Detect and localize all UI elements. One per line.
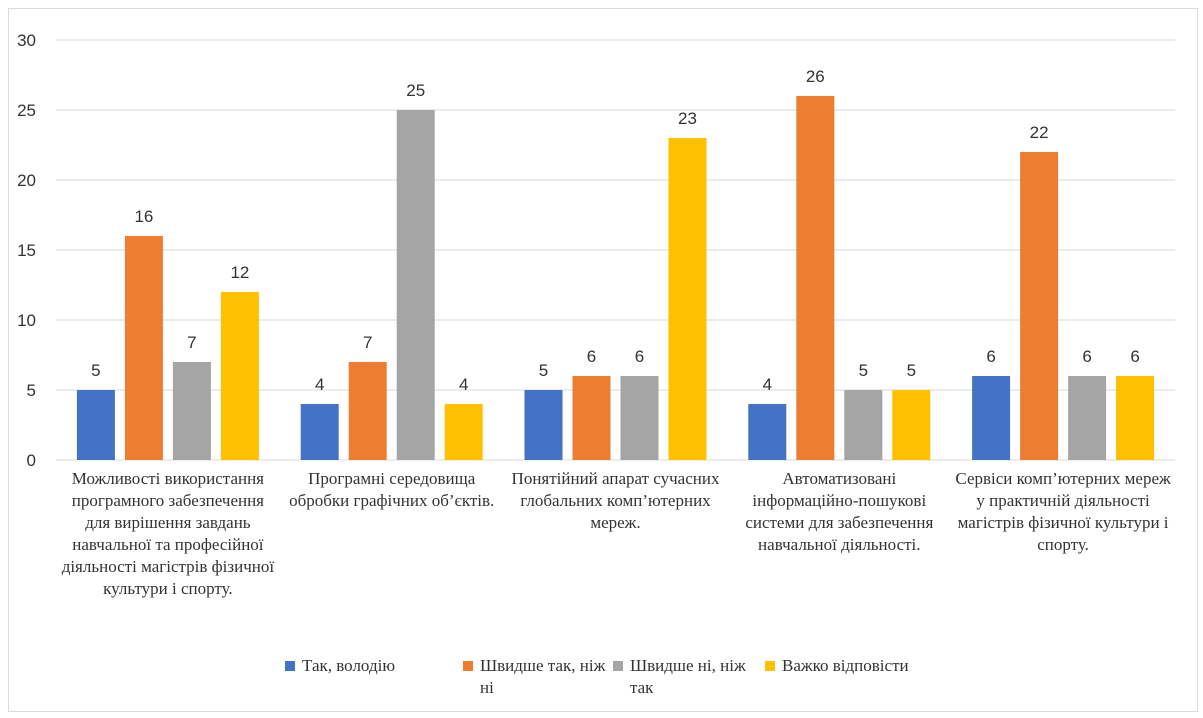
bar-1-4 [220, 292, 259, 460]
data-label: 5 [91, 361, 100, 380]
bar-1-3 [172, 362, 211, 460]
bar-5-4 [1116, 376, 1155, 460]
data-label: 6 [635, 347, 644, 366]
bar-2-3 [396, 110, 435, 460]
bar-2-2 [348, 362, 387, 460]
y-tick-label: 30 [17, 31, 36, 50]
legend-label: Швидше ні, ніж так [630, 656, 746, 697]
data-label: 7 [363, 333, 372, 352]
category-label-3: Понятійний апарат сучасних глобальних ко… [511, 469, 720, 532]
bar-3-4 [668, 138, 707, 460]
bar-5-3 [1068, 376, 1107, 460]
legend-item-2: Швидше так, ніж ні [463, 655, 615, 699]
y-tick-label: 10 [17, 311, 36, 330]
data-label: 5 [539, 361, 548, 380]
data-label: 4 [315, 375, 324, 394]
bar-2-1 [300, 404, 339, 460]
bar-3-1 [524, 390, 563, 460]
data-label: 26 [806, 67, 825, 86]
data-label: 5 [907, 361, 916, 380]
bar-4-2 [796, 96, 835, 460]
category-label-1: Можливості використання програмного забе… [61, 469, 275, 598]
data-label: 12 [230, 263, 249, 282]
data-label: 6 [1130, 347, 1139, 366]
data-label: 16 [134, 207, 153, 226]
bar-3-2 [572, 376, 611, 460]
legend-label: Важко відповісти [782, 656, 909, 675]
legend-swatch [765, 661, 775, 671]
bar-2-4 [444, 404, 483, 460]
y-tick-label: 5 [27, 381, 36, 400]
category-label-5: Сервіси комп’ютерних мереж у практичній … [955, 469, 1171, 554]
bar-4-3 [844, 390, 883, 460]
bar-4-4 [892, 390, 931, 460]
data-label: 25 [406, 81, 425, 100]
bar-1-1 [76, 390, 115, 460]
legend-swatch [463, 661, 473, 671]
data-label: 6 [587, 347, 596, 366]
data-label: 7 [187, 333, 196, 352]
legend-label: Швидше так, ніж ні [480, 656, 606, 697]
legend-label: Так, володію [302, 656, 396, 675]
y-tick-label: 25 [17, 101, 36, 120]
y-tick-label: 0 [27, 451, 36, 470]
bar-4-1 [748, 404, 787, 460]
data-label: 4 [763, 375, 772, 394]
y-tick-label: 15 [17, 241, 36, 260]
data-label: 6 [986, 347, 995, 366]
data-label: 6 [1082, 347, 1091, 366]
bar-1-2 [124, 236, 163, 460]
legend-swatch [285, 661, 295, 671]
legend-swatch [613, 661, 623, 671]
legend-item-3: Швидше ні, ніж так [613, 655, 765, 699]
legend-item-1: Так, володію [285, 655, 452, 677]
legend-item-4: Важко відповісти [765, 655, 972, 677]
category-label-2: Програмні середовища обробки графічних о… [289, 469, 495, 510]
bar-5-2 [1020, 152, 1059, 460]
data-label: 22 [1030, 123, 1049, 142]
bar-5-1 [972, 376, 1011, 460]
data-label: 4 [459, 375, 468, 394]
data-label: 23 [678, 109, 697, 128]
category-label-4: Автоматизовані інформаційно-пошукові сис… [745, 469, 934, 554]
y-tick-label: 20 [17, 171, 36, 190]
data-label: 5 [859, 361, 868, 380]
bar-3-3 [620, 376, 659, 460]
